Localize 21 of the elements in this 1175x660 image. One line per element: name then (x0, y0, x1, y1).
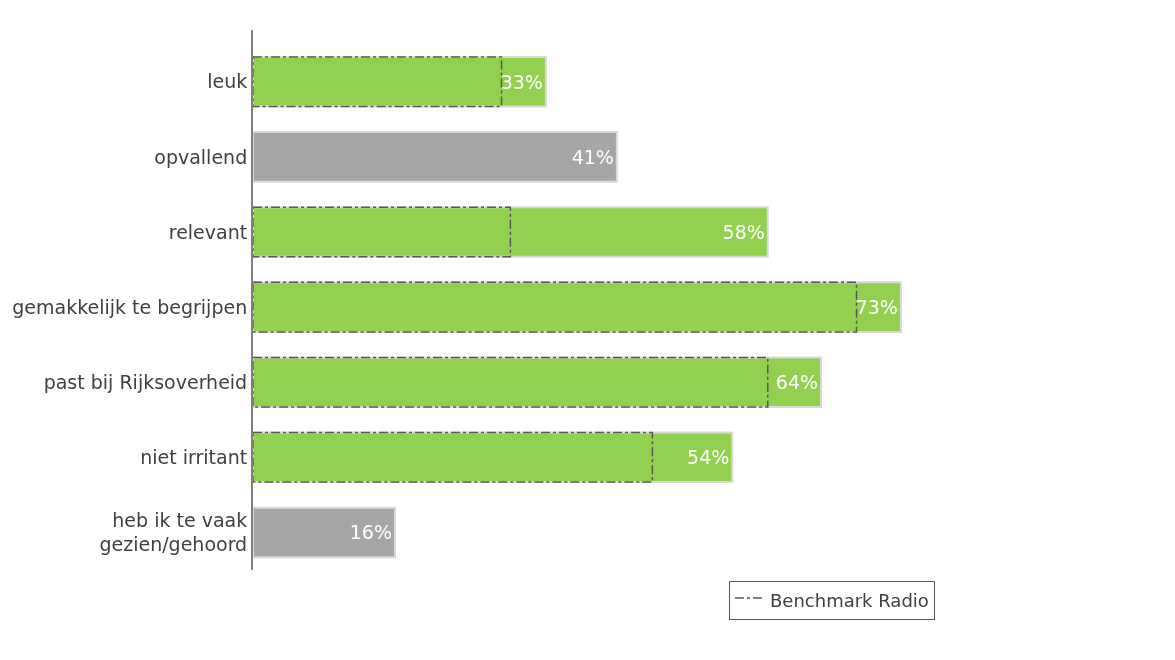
bar (253, 431, 654, 483)
y-tick-label: niet irritant (140, 445, 248, 468)
legend-label: Benchmark Radio (770, 590, 929, 612)
data-label: 54% (687, 446, 730, 469)
data-label: 58% (722, 221, 765, 244)
y-tick-label: opvallend (154, 145, 248, 168)
y-tick-label: leuk (207, 70, 248, 93)
y-tick-label: relevant (168, 220, 248, 243)
bar (253, 131, 618, 183)
y-tick-label: gemakkelijk te begrijpen (12, 295, 248, 318)
bar (253, 206, 512, 258)
data-label: 41% (571, 145, 614, 168)
data-label: 64% (775, 371, 819, 394)
bar (253, 506, 397, 559)
bar (253, 431, 734, 484)
data-label: 73% (855, 296, 898, 319)
data-label: 33% (500, 70, 543, 93)
y-tick-label: past bij Rijksoverheid (43, 370, 248, 393)
data-label: 16% (349, 521, 393, 544)
y-tick-label: heb ik te vaak gezien/gehoord (99, 508, 248, 556)
bar (253, 206, 769, 258)
